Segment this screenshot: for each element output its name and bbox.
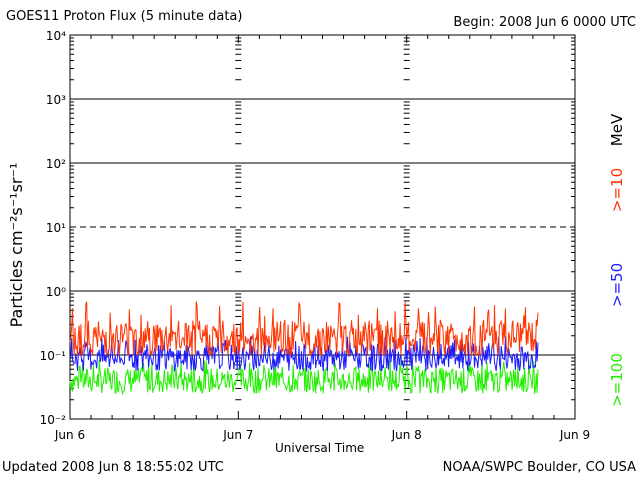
y-tick-label: 10¹ xyxy=(46,221,66,235)
y-tick-label: 10³ xyxy=(46,93,66,107)
updated-timestamp: Updated 2008 Jun 8 18:55:02 UTC xyxy=(2,460,224,475)
credit-text: NOAA/SWPC Boulder, CO USA xyxy=(442,460,636,475)
legend-ge100: >=100 xyxy=(608,353,626,407)
y-axis-label: Particles cm⁻²s⁻¹sr⁻¹ xyxy=(7,163,26,328)
x-tick-label: Jun 9 xyxy=(559,428,590,442)
y-tick-label: 10⁰ xyxy=(46,285,66,299)
begin-time: Begin: 2008 Jun 6 0000 UTC xyxy=(453,15,636,30)
x-tick-label: Jun 6 xyxy=(54,428,85,442)
legend-ge10: >=10 xyxy=(608,168,626,212)
series-layer xyxy=(69,301,539,396)
y-tick-labels: 10⁻² 10⁻¹ 10⁰ 10¹ 10² 10³ 10⁴ xyxy=(40,29,67,427)
series-line-ge10 xyxy=(69,301,539,357)
series-line-ge100 xyxy=(69,359,539,396)
series-line-ge50 xyxy=(69,336,539,372)
y-tick-label: 10² xyxy=(46,157,66,171)
y-tick-label: 10⁻² xyxy=(40,413,67,427)
x-tick-label: Jun 8 xyxy=(391,428,422,442)
gridlines xyxy=(70,37,575,401)
x-axis-label: Universal Time xyxy=(275,441,365,455)
legend-ge50: >=50 xyxy=(608,263,626,307)
x-tick-label: Jun 7 xyxy=(222,428,253,442)
y-tick-label: 10⁻¹ xyxy=(40,349,67,363)
x-tick-labels: Jun 6 Jun 7 Jun 8 Jun 9 xyxy=(54,428,590,442)
chart-title: GOES11 Proton Flux (5 minute data) xyxy=(6,9,243,24)
y-tick-label: 10⁴ xyxy=(46,29,66,43)
legend-unit: MeV xyxy=(608,113,626,146)
day-markers xyxy=(69,35,576,419)
